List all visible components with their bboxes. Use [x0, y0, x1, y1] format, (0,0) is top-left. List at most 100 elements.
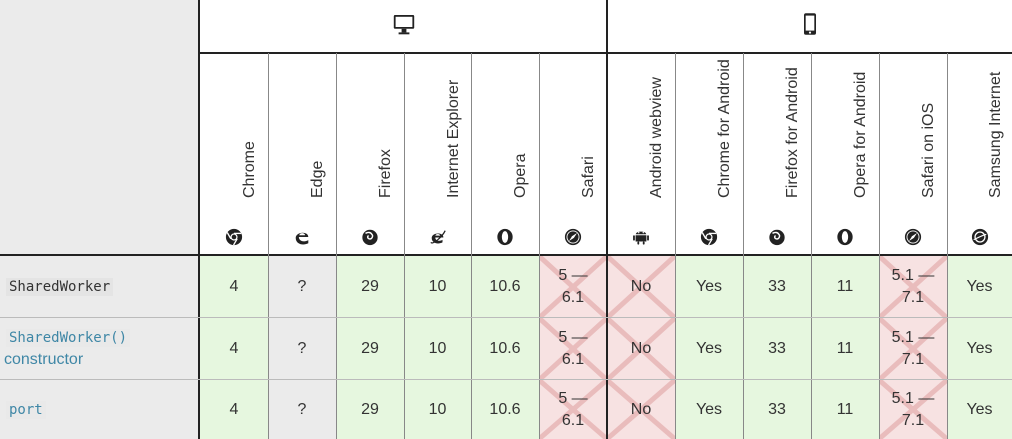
support-cell-yes: 33 — [743, 318, 811, 380]
feature-name[interactable]: port — [0, 380, 198, 439]
feature-name[interactable]: SharedWorker() constructor — [0, 318, 198, 380]
support-value: 10 — [428, 278, 447, 295]
support-cell-yes: 29 — [336, 380, 404, 439]
support-cell-yes: Yes — [947, 380, 1012, 439]
support-cell-no: 5.1 — 7.1 — [879, 318, 947, 380]
browser-header: Opera — [471, 53, 539, 254]
support-value: 10 — [428, 400, 447, 418]
support-cell-unknown: ? — [268, 380, 336, 439]
opera-icon — [836, 228, 854, 246]
support-value: 5.1 — 7.1 — [891, 267, 935, 306]
support-value: ? — [297, 278, 307, 295]
support-value: 10.6 — [489, 340, 521, 357]
browser-name: Chrome for Android — [716, 59, 733, 198]
support-cell-no: 5.1 — 7.1 — [879, 380, 947, 439]
support-value: 29 — [361, 400, 379, 418]
support-cell-yes: 10 — [404, 256, 471, 318]
browser-name: Android webview — [648, 77, 665, 198]
grid-line — [0, 379, 1012, 380]
browser-header: Chrome — [200, 53, 268, 254]
browser-header-content: Opera — [471, 46, 539, 246]
support-value: 5 — 6.1 — [558, 267, 588, 306]
unsupported-x-mark — [879, 256, 947, 318]
support-cell-yes: Yes — [675, 256, 743, 318]
browser-name: Chrome — [241, 141, 258, 198]
support-cell-yes: 4 — [200, 380, 268, 439]
support-value: Yes — [966, 400, 993, 418]
support-value: Yes — [695, 400, 723, 418]
support-value: 5.1 — 7.1 — [891, 389, 935, 429]
support-value: No — [630, 278, 652, 295]
browser-header: Edge — [268, 53, 336, 254]
support-cell-yes: 4 — [200, 256, 268, 318]
browser-name: Samsung Internet — [986, 71, 1004, 198]
grid-line — [811, 53, 812, 439]
browser-header-content: Samsung Internet — [947, 46, 1012, 246]
support-cell-no: No — [607, 380, 675, 439]
grid-line — [198, 0, 200, 439]
grid-line — [675, 53, 676, 439]
unsupported-x-mark — [607, 318, 675, 380]
edge-icon — [293, 228, 311, 246]
support-value: 29 — [361, 340, 379, 357]
grid-line — [743, 53, 744, 439]
browser-name: Opera for Android — [852, 71, 869, 198]
feature-code[interactable]: SharedWorker() — [6, 329, 131, 347]
browser-header-content: Chrome for Android — [675, 46, 743, 246]
support-cell-yes: Yes — [675, 318, 743, 380]
browser-header-content: Edge — [268, 46, 336, 246]
unsupported-x-mark — [539, 256, 607, 318]
chrome-icon — [225, 228, 243, 246]
grid-line — [879, 53, 880, 439]
support-value: No — [630, 340, 652, 357]
browser-name: Internet Explorer — [444, 79, 462, 198]
browser-name: Firefox for Android — [784, 67, 801, 198]
grid-line — [471, 53, 472, 439]
support-cell-unknown: ? — [268, 256, 336, 318]
support-value: ? — [297, 400, 307, 418]
browser-name: Safari — [580, 156, 597, 198]
grid-line — [606, 0, 608, 439]
platform-desktop — [200, 0, 607, 53]
browser-header: Android webview — [607, 53, 675, 254]
support-cell-yes: 33 — [743, 380, 811, 439]
grid-line — [200, 52, 1012, 54]
support-value: 11 — [836, 340, 854, 357]
support-cell-unknown: ? — [268, 318, 336, 380]
mobile-icon — [798, 12, 822, 41]
support-cell-yes: Yes — [947, 318, 1012, 380]
support-value: Yes — [966, 340, 993, 357]
support-cell-yes: 11 — [811, 380, 879, 439]
browser-header: Safari — [539, 53, 607, 254]
support-cell-yes: Yes — [947, 256, 1012, 318]
chrome-icon — [700, 228, 718, 246]
support-cell-yes: 10 — [404, 380, 471, 439]
unsupported-x-mark — [539, 318, 607, 380]
ie-icon — [429, 228, 447, 246]
browser-header: Firefox for Android — [743, 53, 811, 254]
grid-line — [947, 53, 948, 439]
opera-icon — [496, 228, 514, 246]
corner-header — [0, 0, 198, 254]
unsupported-x-mark — [539, 380, 607, 439]
grid-line — [336, 53, 337, 439]
support-value: Yes — [695, 278, 723, 295]
feature-code[interactable]: port — [6, 400, 46, 419]
grid-line — [0, 254, 1012, 256]
support-value: 10 — [428, 340, 447, 357]
browser-header: Safari on iOS — [879, 53, 947, 254]
grid-line — [539, 53, 540, 439]
support-cell-yes: 10.6 — [471, 256, 539, 318]
support-cell-yes: 11 — [811, 256, 879, 318]
feature-link-text[interactable]: constructor — [4, 351, 84, 368]
support-value: 4 — [229, 340, 239, 357]
support-value: 33 — [768, 400, 786, 418]
support-cell-yes: 11 — [811, 318, 879, 380]
support-value: 33 — [768, 278, 786, 295]
safari-icon — [564, 228, 582, 246]
support-value: 10.6 — [489, 400, 521, 418]
support-cell-yes: 29 — [336, 256, 404, 318]
grid-line — [268, 53, 269, 439]
browser-name: Safari on iOS — [920, 102, 937, 198]
support-value: No — [630, 400, 652, 418]
